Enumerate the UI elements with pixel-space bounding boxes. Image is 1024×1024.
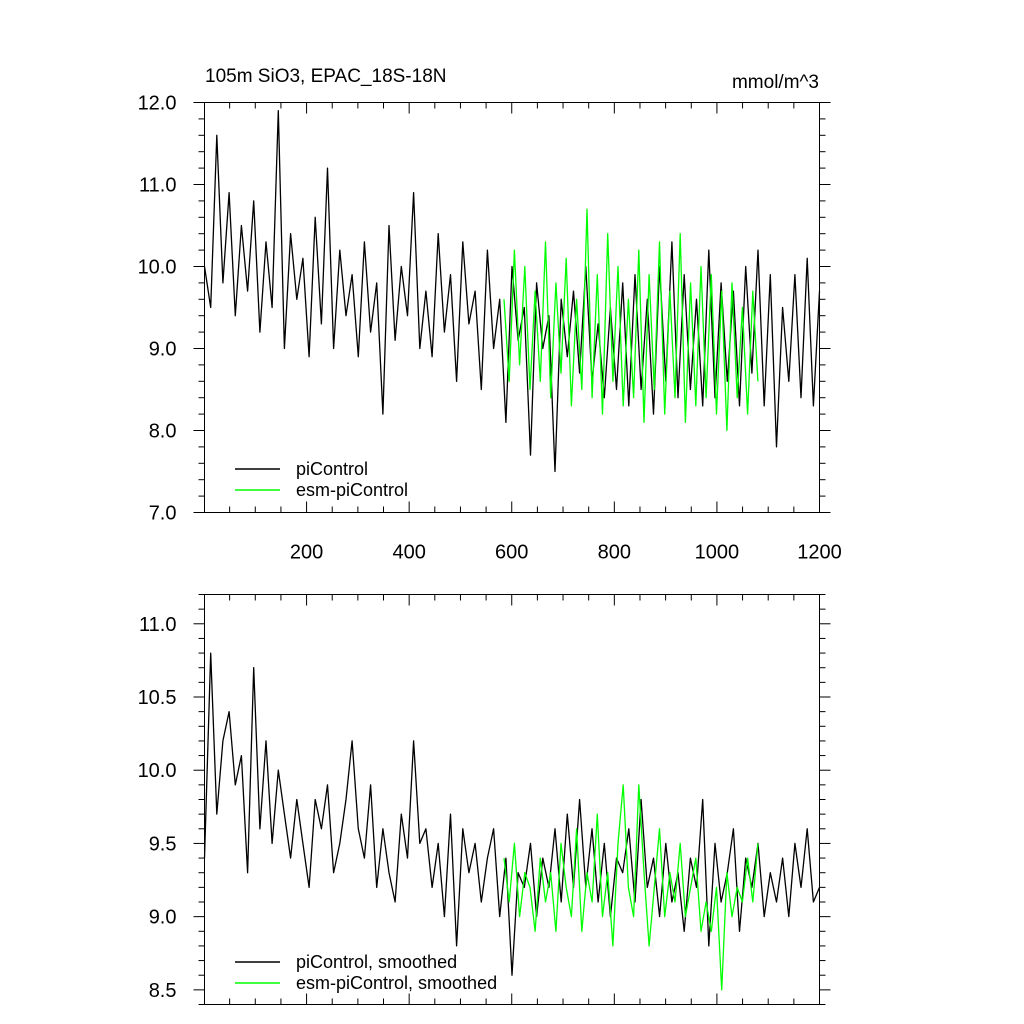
legend-label-picontrol: piControl bbox=[296, 459, 368, 479]
y-tick-label: 8.5 bbox=[149, 980, 177, 1002]
chart-units: mmol/m^3 bbox=[732, 72, 819, 93]
y-tick-label: 11.0 bbox=[139, 614, 176, 636]
x-tick-label: 200 bbox=[290, 542, 323, 564]
legend-top: piControl esm-piControl bbox=[235, 459, 408, 500]
ticks-bottom bbox=[193, 594, 831, 1005]
y-tick-label: 11.0 bbox=[139, 175, 176, 197]
y-tick-label: 10.0 bbox=[138, 257, 177, 279]
x-tick-label: 1000 bbox=[695, 542, 740, 564]
y-tick-label: 12.0 bbox=[138, 93, 177, 115]
chart-panel-bottom: 8.5 9.0 9.5 10.0 10.5 11.0 piControl, smoothe… bbox=[138, 594, 831, 1005]
y-tick-label: 8.0 bbox=[149, 421, 177, 443]
series-layer-top bbox=[203, 110, 821, 473]
chart-panel-top: 105m SiO3, EPAC_18S-18N mmol/m^3 200 400 6… bbox=[138, 66, 842, 564]
y-tick-label: 9.0 bbox=[149, 907, 177, 929]
y-tick-label: 9.5 bbox=[149, 833, 177, 855]
legend-label-esm-picontrol-smoothed: esm-piControl, smoothed bbox=[296, 973, 497, 993]
series-line-esm-picontrol bbox=[503, 784, 759, 991]
x-tick-label: 400 bbox=[392, 542, 425, 564]
tick-labels-top: 200 400 600 800 1000 1200 7.0 8.0 9.0 10.0 11.0 12.… bbox=[138, 93, 842, 564]
series-line-picontrol bbox=[203, 110, 821, 473]
series-layer-bottom bbox=[203, 652, 821, 991]
plot-frame-bottom bbox=[204, 594, 820, 1005]
tick-labels-bottom: 8.5 9.0 9.5 10.0 10.5 11.0 bbox=[138, 614, 177, 1002]
chart-title: 105m SiO3, EPAC_18S-18N bbox=[205, 66, 447, 87]
series-line-picontrol bbox=[203, 652, 821, 976]
plot-frame-top bbox=[204, 102, 820, 513]
y-tick-label: 9.0 bbox=[149, 339, 177, 361]
x-tick-label: 1200 bbox=[797, 542, 842, 564]
legend-label-esm-picontrol: esm-piControl bbox=[296, 480, 408, 500]
x-tick-label: 800 bbox=[598, 542, 631, 564]
y-tick-label: 10.0 bbox=[138, 760, 177, 782]
series-line-esm-picontrol bbox=[503, 208, 759, 432]
y-tick-label: 10.5 bbox=[138, 687, 177, 709]
legend-bottom: piControl, smoothed esm-piControl, smoot… bbox=[235, 952, 497, 993]
legend-label-picontrol-smoothed: piControl, smoothed bbox=[296, 952, 457, 972]
y-tick-label: 7.0 bbox=[149, 503, 177, 525]
x-tick-label: 600 bbox=[495, 542, 528, 564]
